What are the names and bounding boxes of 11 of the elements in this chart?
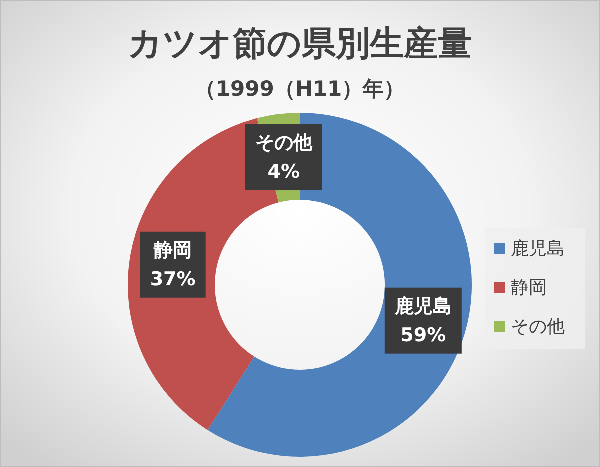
legend-label: 静岡 <box>511 278 547 298</box>
chart-title: カツオ節の県別生産量 <box>128 24 472 64</box>
slice-label: その他 <box>255 132 314 154</box>
legend-label: 鹿児島 <box>511 238 565 260</box>
slice-label: 静岡 <box>153 239 192 262</box>
data-label: 4% <box>268 161 300 184</box>
legend-label: その他 <box>511 316 565 338</box>
data-label: 37% <box>150 268 196 290</box>
slice-label: 鹿児島 <box>394 295 452 318</box>
data-label: 59% <box>400 324 446 346</box>
chart-subtitle: （1999（H11）年） <box>194 77 406 101</box>
